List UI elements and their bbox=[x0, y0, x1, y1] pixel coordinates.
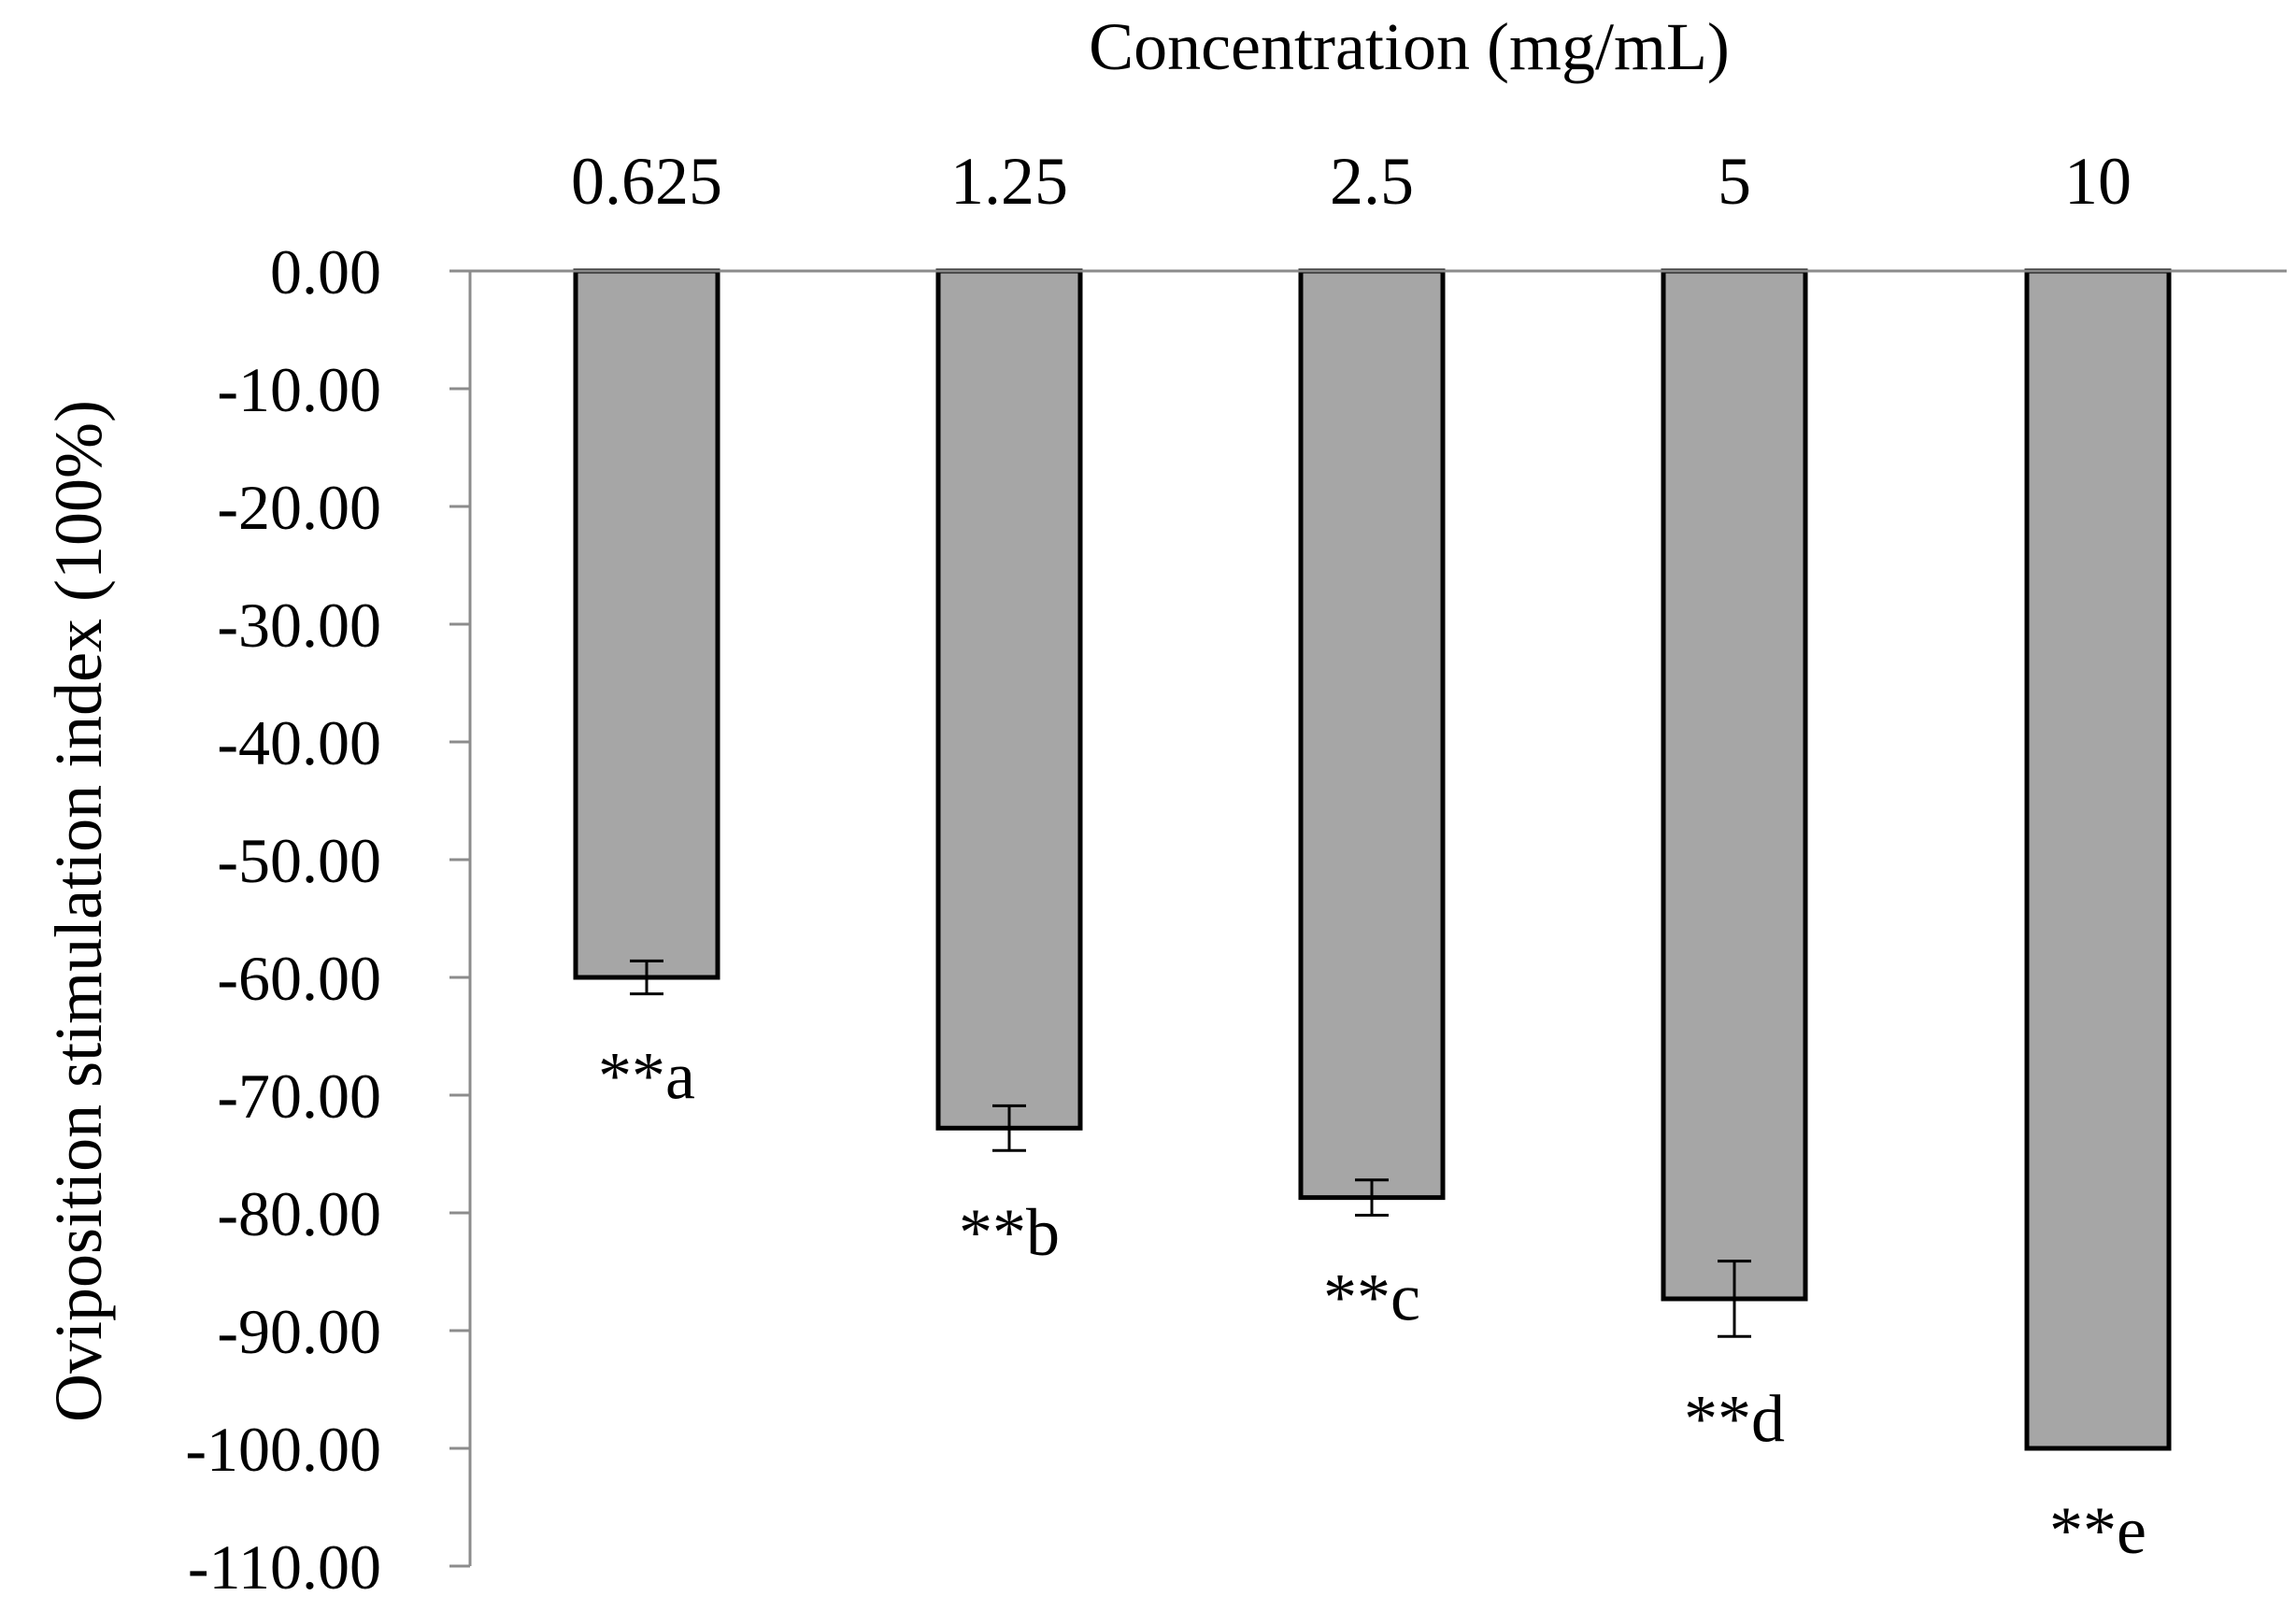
y-tick-label: 0.00 bbox=[270, 236, 381, 307]
bar bbox=[1661, 268, 1808, 1302]
x-tick-label: 5 bbox=[1718, 144, 1751, 219]
y-tick-label: -100.00 bbox=[185, 1414, 381, 1485]
bar-annotations: **a **b **c **d **e bbox=[598, 1039, 2146, 1568]
y-tick-label: -30.00 bbox=[217, 590, 381, 661]
bar-annotation: **b bbox=[959, 1195, 1060, 1270]
bar-annotation: **c bbox=[1323, 1261, 1420, 1335]
bar bbox=[2024, 268, 2172, 1451]
bar bbox=[1298, 268, 1446, 1201]
error-bars bbox=[630, 959, 1751, 1338]
x-tick-label: 2.5 bbox=[1330, 144, 1414, 219]
y-tick-label: -20.00 bbox=[217, 472, 381, 543]
y-tick-label: -80.00 bbox=[217, 1178, 381, 1249]
y-tick-label: -60.00 bbox=[217, 943, 381, 1014]
error-bar bbox=[630, 959, 663, 996]
y-tick-label: -110.00 bbox=[188, 1532, 381, 1603]
y-tick-label: -70.00 bbox=[217, 1061, 381, 1132]
y-tick-label: -10.00 bbox=[217, 354, 381, 425]
x-tick-label: 0.625 bbox=[571, 144, 722, 219]
x-axis-title: Concentration (mg/mL) bbox=[1089, 9, 1730, 84]
bar-annotation: **e bbox=[2049, 1493, 2146, 1568]
bar-annotation: **a bbox=[598, 1039, 695, 1114]
error-bar bbox=[1718, 1260, 1751, 1338]
x-tick-labels: 0.625 1.25 2.5 5 10 bbox=[571, 144, 2132, 219]
y-tick-label: -50.00 bbox=[217, 825, 381, 896]
y-tick-label: -90.00 bbox=[217, 1296, 381, 1367]
y-tick-label: -40.00 bbox=[217, 707, 381, 778]
bar bbox=[935, 268, 1083, 1131]
bars bbox=[573, 268, 2172, 1451]
error-bar bbox=[992, 1104, 1026, 1152]
y-axis: 0.00 -10.00 -20.00 -30.00 -40.00 -50.00 -60.00… bbox=[185, 236, 472, 1603]
bar bbox=[573, 268, 720, 980]
y-axis-title: Oviposition stimulation index (100%) bbox=[41, 400, 116, 1422]
bar-annotation: **d bbox=[1684, 1381, 1785, 1456]
x-tick-label: 10 bbox=[2064, 144, 2132, 219]
error-bar bbox=[1355, 1178, 1389, 1218]
x-tick-label: 1.25 bbox=[950, 144, 1068, 219]
